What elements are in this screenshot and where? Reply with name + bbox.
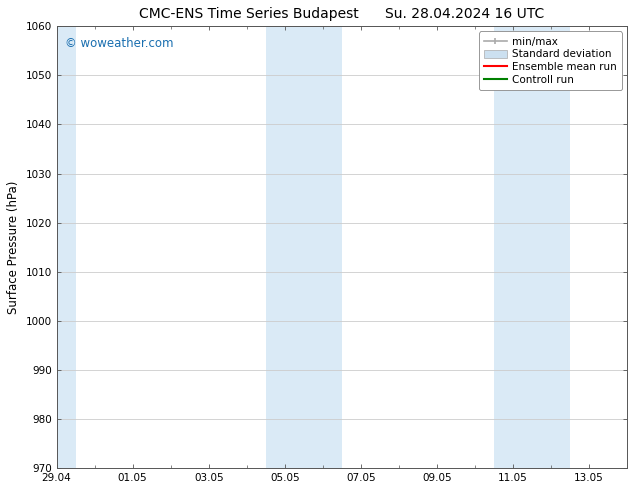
Bar bbox=[494, 26, 570, 468]
Y-axis label: Surface Pressure (hPa): Surface Pressure (hPa) bbox=[7, 180, 20, 314]
Bar bbox=[37, 26, 75, 468]
Text: © woweather.com: © woweather.com bbox=[65, 37, 174, 50]
Legend: min/max, Standard deviation, Ensemble mean run, Controll run: min/max, Standard deviation, Ensemble me… bbox=[479, 31, 622, 90]
Bar bbox=[266, 26, 342, 468]
Title: CMC-ENS Time Series Budapest      Su. 28.04.2024 16 UTC: CMC-ENS Time Series Budapest Su. 28.04.2… bbox=[139, 7, 545, 21]
